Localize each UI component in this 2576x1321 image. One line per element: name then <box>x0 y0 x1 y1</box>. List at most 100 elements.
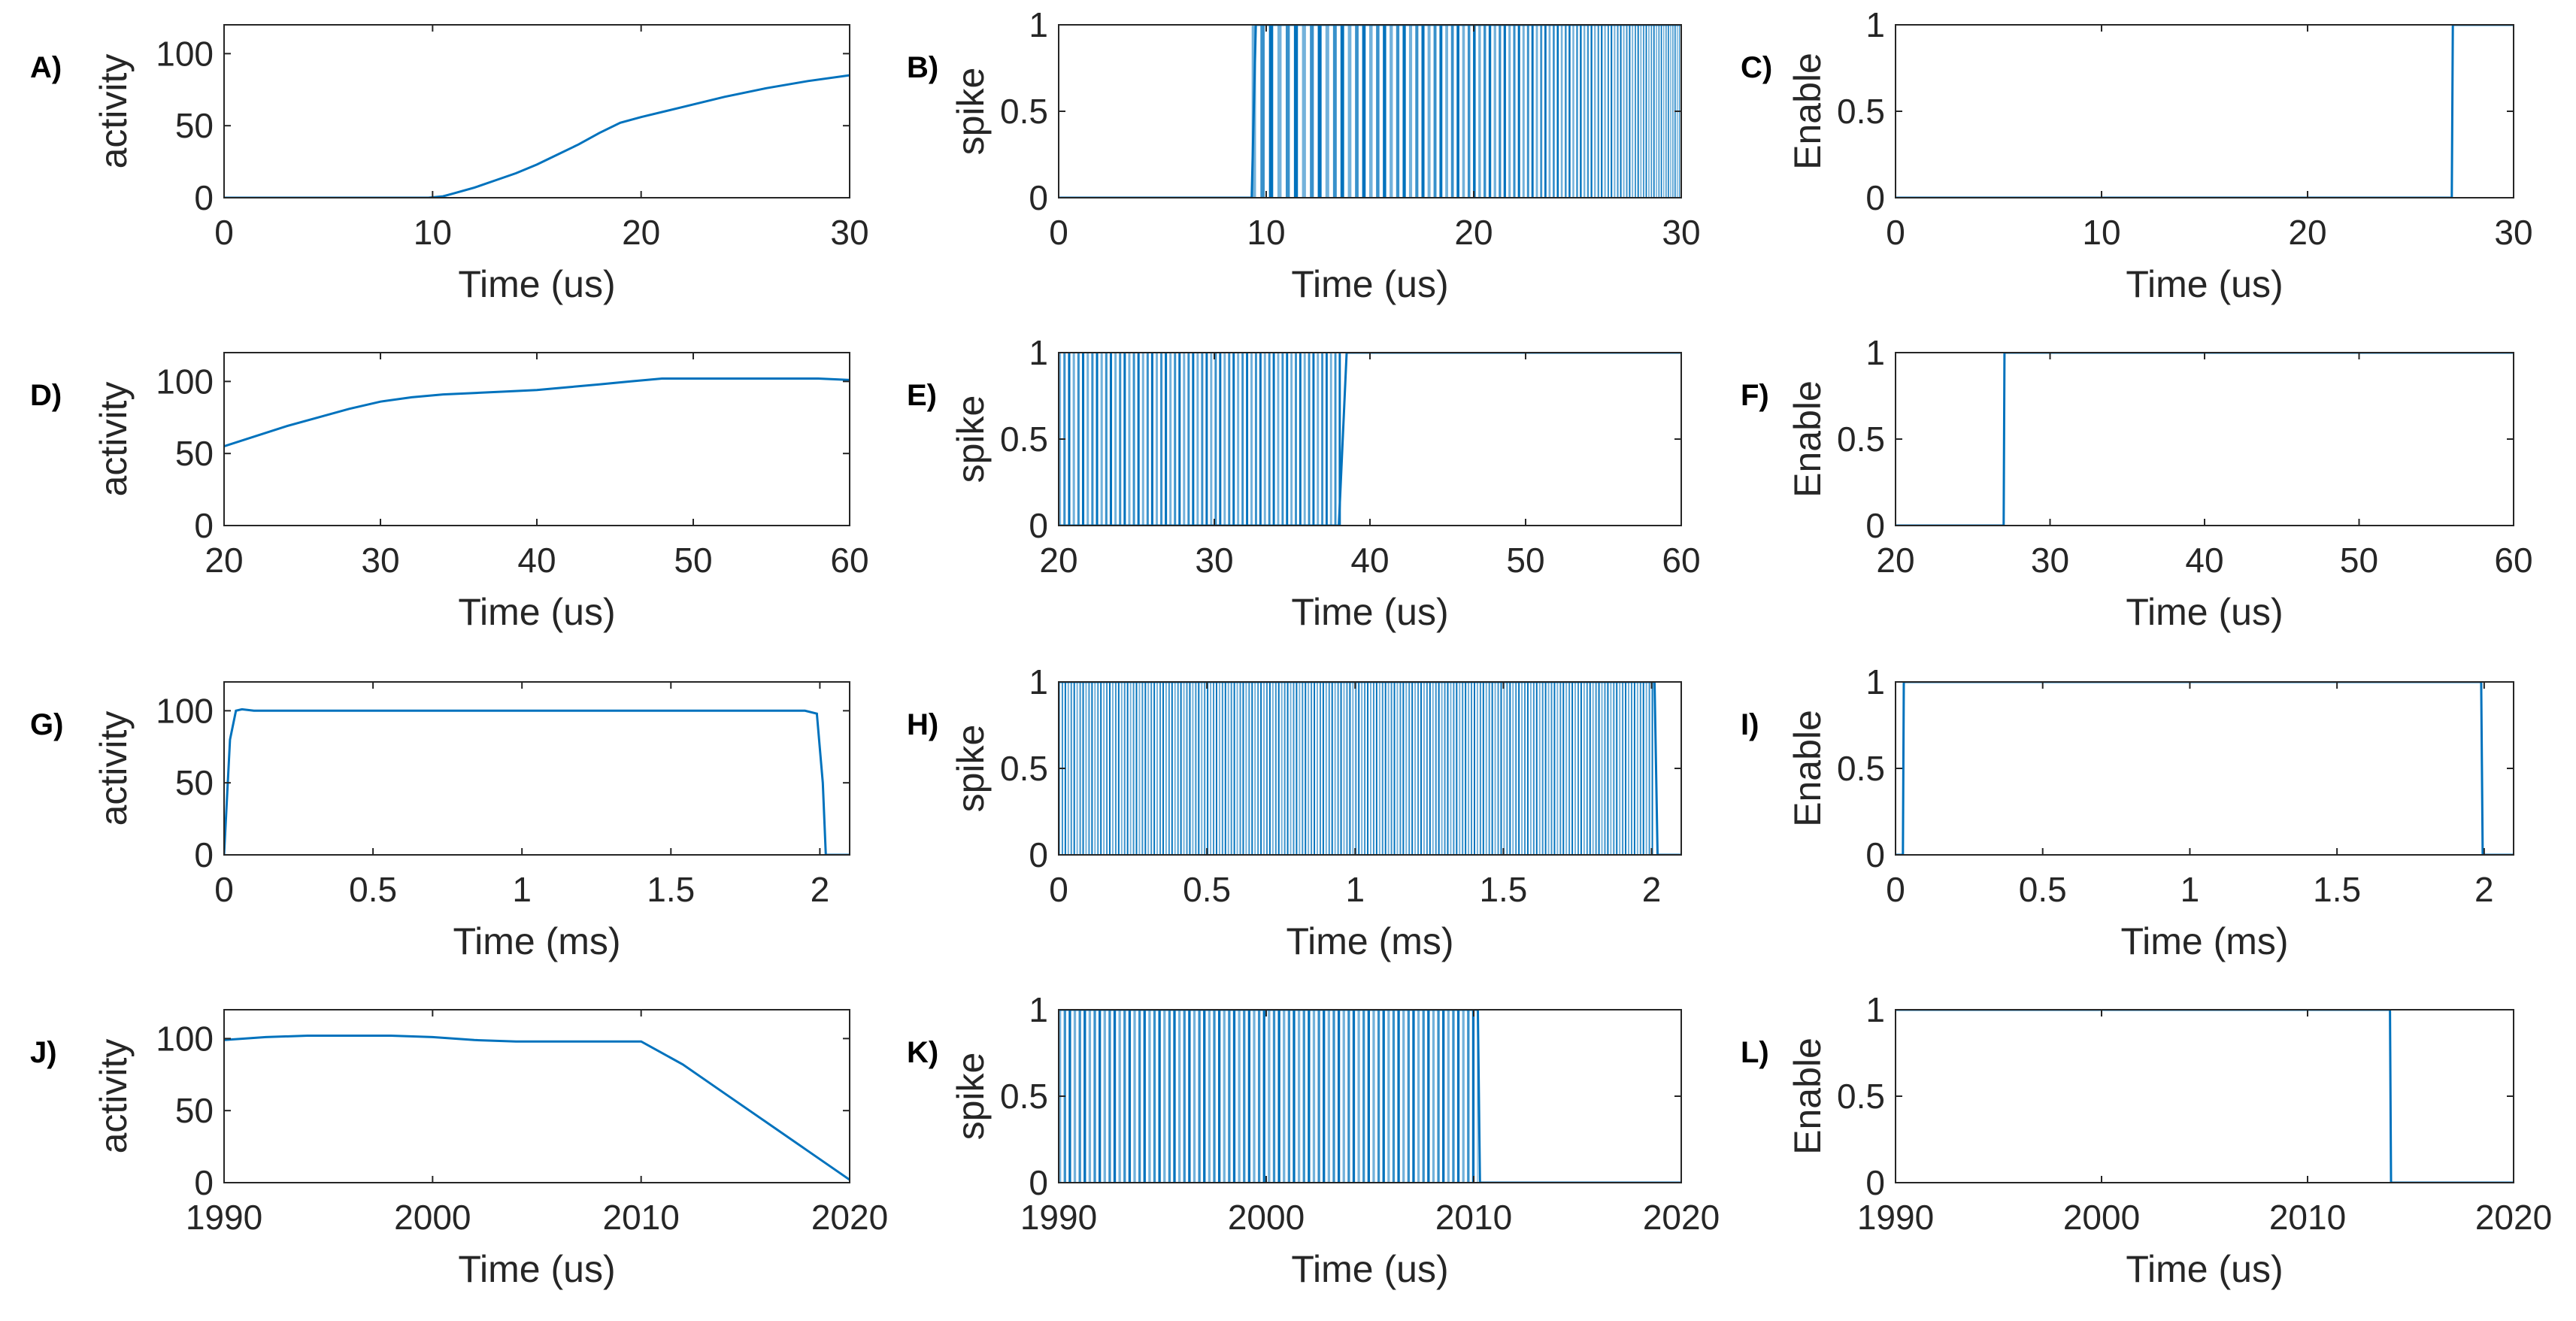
spike-196 <box>1639 682 1641 855</box>
spike-27 <box>1193 1010 1196 1183</box>
spike-194 <box>1633 682 1635 855</box>
ytick-label: 1 <box>1029 990 1048 1029</box>
spike-25 <box>1183 1010 1186 1183</box>
axes-box <box>1895 24 2514 198</box>
spike-34 <box>1159 682 1162 855</box>
spike-19 <box>1114 682 1117 855</box>
xtick-label: 60 <box>2494 541 2532 580</box>
spike-21 <box>1408 25 1413 198</box>
spike-19 <box>1153 1010 1156 1183</box>
spike-69 <box>1623 25 1625 198</box>
spike-75 <box>1640 25 1642 198</box>
panel-label: J) <box>30 1036 57 1069</box>
spike-58 <box>1230 682 1232 855</box>
spike-94 <box>1337 682 1339 855</box>
xtick-label: 2 <box>1642 870 1662 909</box>
spike-31 <box>1201 353 1204 526</box>
spike-43 <box>1272 1010 1276 1183</box>
spike-28 <box>1450 25 1454 198</box>
spike-12 <box>1114 353 1117 526</box>
spike-11 <box>1091 682 1093 855</box>
spike-143 <box>1482 682 1484 855</box>
spike-83 <box>1471 1010 1475 1183</box>
spike-103 <box>1364 682 1366 855</box>
xtick-label: 0 <box>1886 213 1905 252</box>
spike-46 <box>1268 353 1271 526</box>
spike-34 <box>1214 353 1217 526</box>
spike-101 <box>1358 682 1360 855</box>
xtick-label: 2000 <box>394 1198 471 1237</box>
spike-67 <box>1257 682 1259 855</box>
spike-70 <box>1266 682 1268 855</box>
spike-14 <box>1362 25 1366 198</box>
spike-68 <box>1397 1010 1400 1183</box>
spike-138 <box>1468 682 1470 855</box>
xtick-label: 0.5 <box>349 870 397 909</box>
spike-9 <box>1325 25 1329 198</box>
spike-12 <box>1094 682 1096 855</box>
spike-33 <box>1223 1010 1226 1183</box>
spike-45 <box>1192 682 1194 855</box>
spike-45 <box>1263 353 1266 526</box>
spike-139 <box>1471 682 1473 855</box>
xtick-label: 40 <box>2185 541 2223 580</box>
spike-186 <box>1610 682 1612 855</box>
spike-57 <box>1317 353 1320 526</box>
spike-72 <box>1417 1010 1420 1183</box>
spike-44 <box>1189 682 1191 855</box>
spike-159 <box>1529 682 1532 855</box>
spike-14 <box>1100 682 1102 855</box>
spike-165 <box>1547 682 1550 855</box>
spike-60 <box>1594 25 1596 198</box>
spike-66 <box>1254 682 1256 855</box>
spike-50 <box>1286 353 1289 526</box>
panel-k: 1990 2000 2010 2020 0 0.5 1 spike Time (us) K) <box>907 990 1720 1290</box>
y-axis-label: spike <box>950 725 992 813</box>
spike-40 <box>1257 1010 1261 1183</box>
spike-109 <box>1381 682 1383 855</box>
spike-79 <box>1293 682 1295 855</box>
spike-65 <box>1611 25 1613 198</box>
spike-150 <box>1503 682 1505 855</box>
spike-72 <box>1632 25 1634 198</box>
ytick-label: 100 <box>156 1019 214 1058</box>
xtick-label: 20 <box>1039 541 1077 580</box>
spike-117 <box>1405 682 1408 855</box>
spike-10 <box>1332 25 1337 198</box>
spike-25 <box>1433 25 1437 198</box>
ytick-label: 100 <box>156 691 214 730</box>
spike-86 <box>1314 682 1316 855</box>
spike-67 <box>1392 1010 1396 1183</box>
series-line <box>1059 1010 1681 1183</box>
spike-17 <box>1143 1010 1146 1183</box>
spike-10 <box>1088 682 1090 855</box>
xtick-label: 1990 <box>1020 1198 1097 1237</box>
spike-78 <box>1447 1010 1450 1183</box>
xtick-label: 1.5 <box>647 870 695 909</box>
spike-58 <box>1587 25 1590 198</box>
axes-box <box>1895 352 2514 526</box>
spike-37 <box>1499 25 1502 198</box>
x-axis-label: Time (ms) <box>453 920 620 962</box>
spike-36 <box>1493 25 1496 198</box>
spike-57 <box>1583 25 1586 198</box>
spike-14 <box>1123 353 1126 526</box>
spike-48 <box>1548 25 1551 198</box>
spike-49 <box>1302 1010 1305 1183</box>
spike-27 <box>1183 353 1186 526</box>
spike-171 <box>1565 682 1568 855</box>
spike-53 <box>1299 353 1302 526</box>
spike-128 <box>1438 682 1440 855</box>
spike-133 <box>1453 682 1455 855</box>
spike-181 <box>1595 682 1597 855</box>
spike-145 <box>1488 682 1490 855</box>
spike-136 <box>1462 682 1464 855</box>
xtick-label: 1 <box>2181 870 2200 909</box>
spike-152 <box>1509 682 1511 855</box>
spike-178 <box>1586 682 1588 855</box>
spike-185 <box>1607 682 1609 855</box>
spike-84 <box>1308 682 1310 855</box>
xtick-label: 0 <box>1886 870 1905 909</box>
spike-198 <box>1645 682 1647 855</box>
spike-107 <box>1375 682 1377 855</box>
